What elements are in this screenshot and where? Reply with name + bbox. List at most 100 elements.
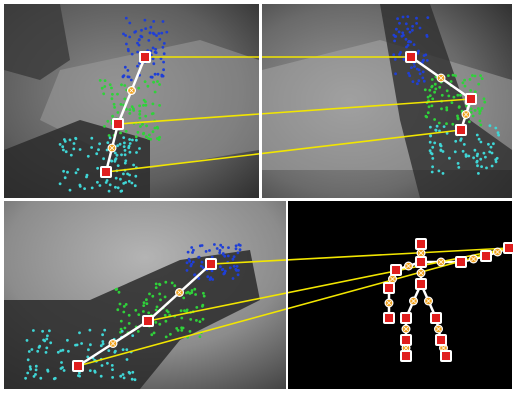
feature-point <box>192 248 195 252</box>
feature-point <box>189 264 193 268</box>
feature-point <box>115 153 119 157</box>
feature-points <box>24 15 500 382</box>
feature-point <box>142 131 146 135</box>
feature-point <box>200 244 204 247</box>
feature-point <box>127 370 131 374</box>
feature-point <box>85 175 88 179</box>
feature-point <box>67 349 70 353</box>
feature-point <box>145 124 149 128</box>
feature-point <box>235 268 239 272</box>
feature-point <box>482 97 486 101</box>
feature-point <box>123 326 127 330</box>
feature-point <box>228 266 232 270</box>
feature-point <box>430 152 434 156</box>
feature-point <box>476 164 479 168</box>
feature-point <box>119 327 123 331</box>
feature-point <box>191 251 194 254</box>
feature-point <box>454 139 458 143</box>
feature-point <box>111 92 114 96</box>
feature-point <box>45 346 49 350</box>
feature-point <box>125 348 129 351</box>
feature-point <box>411 28 414 32</box>
feature-point <box>160 74 164 78</box>
joint-marker <box>467 95 475 103</box>
feature-point <box>136 50 140 54</box>
feature-point <box>124 159 128 163</box>
feature-point <box>114 176 118 180</box>
feature-point <box>430 104 434 108</box>
feature-point <box>76 168 80 171</box>
feature-point <box>477 107 480 110</box>
feature-point <box>401 15 405 19</box>
feature-point <box>124 34 127 37</box>
feature-point <box>112 102 116 106</box>
feature-point <box>114 185 117 189</box>
feature-point <box>445 122 448 126</box>
feature-point <box>186 290 190 294</box>
feature-point <box>106 119 110 123</box>
feature-point <box>234 244 238 248</box>
feature-point <box>128 150 132 154</box>
joint-marker <box>74 362 82 370</box>
feature-point <box>34 364 38 368</box>
feature-point <box>235 265 239 268</box>
feature-point <box>131 370 135 374</box>
feature-point <box>150 112 154 116</box>
panel-divider <box>4 198 512 201</box>
feature-point <box>155 34 158 37</box>
feature-point <box>480 165 483 169</box>
feature-point <box>131 334 135 337</box>
feature-point <box>96 166 99 170</box>
midpoint-cross <box>403 345 409 351</box>
feature-point <box>426 16 430 19</box>
feature-point <box>434 87 438 91</box>
feature-point <box>159 57 163 60</box>
feature-point <box>86 154 90 158</box>
midpoint-cross <box>406 263 411 269</box>
feature-point <box>75 343 79 347</box>
correspondence-line <box>105 129 462 173</box>
feature-point <box>126 75 130 79</box>
feature-point <box>459 137 463 141</box>
feature-point <box>46 334 49 338</box>
feature-point <box>477 172 480 175</box>
feature-point <box>210 255 214 259</box>
midpoint-cross <box>441 345 446 351</box>
feature-point <box>106 361 109 365</box>
feature-point <box>90 136 94 140</box>
feature-point <box>127 313 131 317</box>
feature-point <box>124 16 128 20</box>
feature-point <box>122 145 126 149</box>
feature-point <box>456 162 460 165</box>
feature-point <box>201 266 205 270</box>
background-chair <box>4 4 70 80</box>
feature-point <box>136 330 140 333</box>
feature-point <box>137 38 141 42</box>
joint-markers <box>72 51 515 372</box>
feature-point <box>211 278 215 281</box>
feature-point <box>425 35 429 38</box>
feature-point <box>103 79 107 82</box>
feature-point <box>124 303 128 306</box>
feature-point <box>454 74 457 78</box>
feature-point <box>218 249 222 252</box>
feature-point <box>451 73 455 77</box>
feature-point <box>119 103 123 106</box>
feature-point <box>210 269 214 273</box>
feature-point <box>208 249 211 252</box>
feature-point <box>478 119 482 123</box>
feature-point <box>98 184 102 187</box>
joint-marker <box>385 314 393 322</box>
joint-marker <box>385 284 393 292</box>
feature-point <box>162 52 166 56</box>
feature-point <box>155 305 159 309</box>
feature-point <box>147 311 151 315</box>
joint-marker <box>417 258 425 266</box>
feature-point <box>479 140 483 144</box>
feature-point <box>29 367 32 371</box>
feature-point <box>238 244 242 247</box>
feature-point <box>194 293 198 296</box>
feature-point <box>193 273 197 277</box>
feature-point <box>156 137 159 140</box>
